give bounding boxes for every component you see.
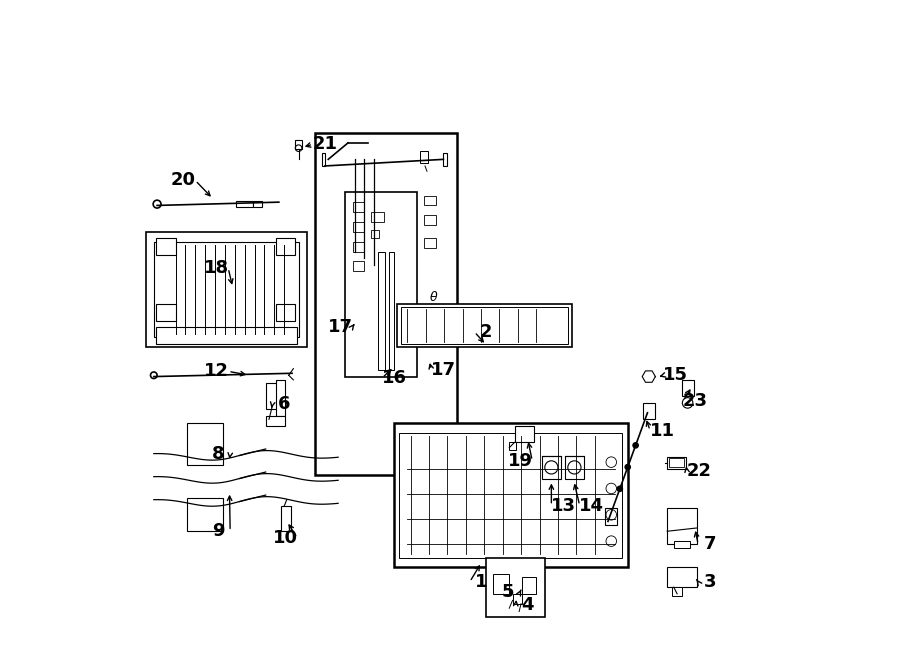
Bar: [542, 455, 561, 479]
Bar: [266, 383, 283, 409]
Bar: [643, 403, 654, 419]
Bar: [424, 196, 436, 206]
Bar: [669, 458, 684, 467]
Circle shape: [633, 443, 638, 448]
Bar: [667, 508, 697, 545]
Bar: [444, 153, 446, 166]
Bar: [400, 307, 569, 344]
Text: 12: 12: [203, 362, 229, 380]
Text: 22: 22: [687, 462, 711, 481]
Bar: [146, 232, 307, 347]
Text: 2: 2: [480, 323, 492, 341]
Bar: [424, 215, 436, 225]
Text: 4: 4: [521, 596, 534, 614]
Bar: [236, 201, 253, 208]
Text: 15: 15: [663, 366, 688, 384]
Bar: [154, 242, 300, 337]
Text: 17: 17: [431, 361, 456, 379]
Text: 19: 19: [508, 452, 533, 470]
Bar: [253, 201, 263, 208]
Text: 14: 14: [579, 496, 604, 514]
Text: 16: 16: [382, 369, 407, 387]
Text: 5: 5: [501, 584, 514, 602]
Text: 7: 7: [704, 535, 716, 553]
Text: 18: 18: [203, 259, 229, 277]
Bar: [397, 304, 572, 347]
Bar: [667, 567, 697, 587]
Text: $\theta$: $\theta$: [428, 290, 438, 304]
Bar: [353, 242, 364, 252]
Bar: [389, 252, 394, 370]
Bar: [672, 587, 682, 596]
Bar: [186, 498, 223, 531]
Text: 8: 8: [212, 445, 225, 463]
Circle shape: [617, 486, 623, 491]
Bar: [486, 558, 545, 617]
Text: 13: 13: [551, 496, 576, 514]
Bar: [353, 202, 364, 212]
Bar: [156, 239, 176, 254]
Bar: [420, 151, 428, 163]
Text: 23: 23: [682, 392, 707, 410]
Bar: [186, 422, 223, 465]
Bar: [281, 506, 291, 531]
Bar: [400, 432, 623, 558]
Bar: [275, 239, 295, 254]
Bar: [493, 574, 509, 594]
Bar: [295, 139, 302, 149]
Bar: [345, 192, 417, 377]
Text: 21: 21: [312, 136, 338, 153]
Text: 1: 1: [475, 573, 488, 591]
Bar: [667, 457, 686, 469]
Bar: [512, 594, 522, 603]
Bar: [371, 212, 384, 222]
Bar: [266, 416, 285, 426]
Bar: [565, 455, 583, 479]
Text: 17: 17: [328, 318, 353, 336]
Bar: [378, 252, 385, 370]
Bar: [275, 304, 295, 321]
Bar: [156, 327, 297, 344]
Bar: [674, 541, 690, 548]
Text: 6: 6: [278, 395, 291, 413]
Bar: [321, 153, 325, 166]
Bar: [371, 231, 379, 239]
Bar: [681, 380, 694, 397]
Text: 11: 11: [650, 422, 674, 440]
Text: 20: 20: [171, 171, 196, 190]
Text: 10: 10: [273, 529, 298, 547]
Bar: [156, 304, 176, 321]
Text: 9: 9: [212, 522, 225, 540]
Bar: [315, 133, 456, 475]
Circle shape: [626, 465, 630, 470]
Bar: [509, 442, 516, 450]
Text: 3: 3: [704, 573, 716, 591]
Bar: [394, 422, 627, 567]
Bar: [424, 239, 436, 249]
Bar: [275, 380, 285, 416]
Bar: [515, 426, 535, 442]
Bar: [353, 261, 364, 271]
Bar: [522, 577, 536, 594]
Bar: [605, 508, 617, 525]
Bar: [353, 222, 364, 232]
